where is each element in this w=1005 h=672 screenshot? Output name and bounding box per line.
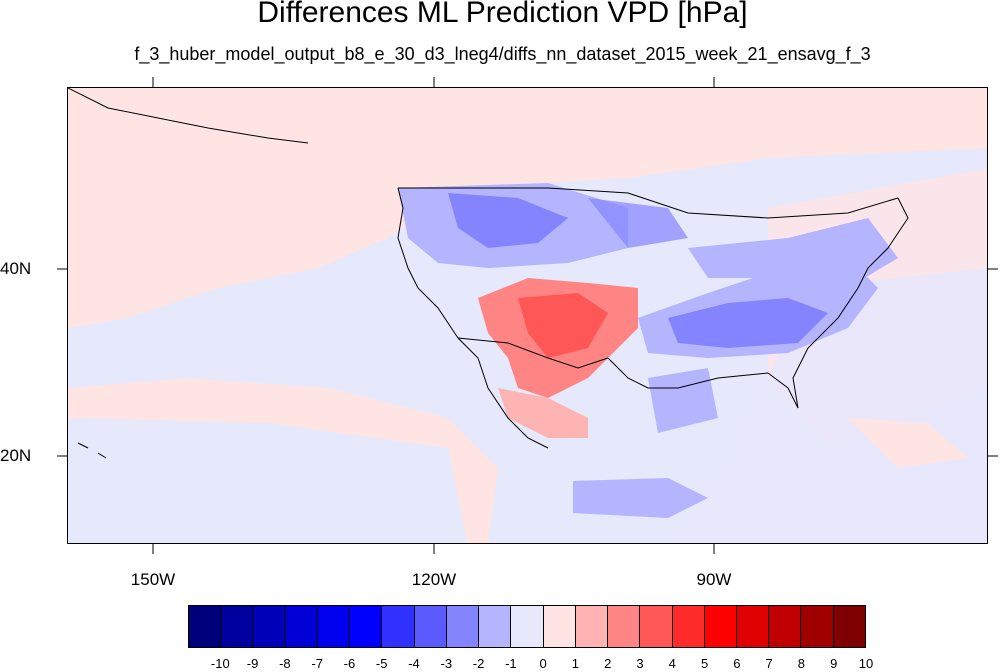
colorbar-swatch [221,606,254,647]
lat-label-40n: 40N [0,259,32,278]
colorbar-label: -3 [440,656,453,671]
gulf-coast [607,357,799,409]
mexico-west-coast [457,337,549,449]
colorbar-label: 2 [604,656,612,671]
colorbar-swatch [769,606,802,647]
colorbar-label: 10 [858,656,874,671]
colorbar-labels: -10 -9 -8 -7 -6 -5 -4 -3 -2 -1 0 1 2 3 4 5 6 7 8 9 10 [188,656,873,672]
colorbar-label: -6 [343,656,356,671]
colorbar-swatch [414,606,447,647]
negative-region-mexico-south [573,478,708,518]
negative-region-southeast-core [668,298,828,348]
colorbar-swatch [736,606,770,647]
lon-label-150w: 150W [130,570,176,589]
lon-label-120w: 120W [411,570,457,589]
colorbar-swatch [511,606,544,647]
negative-region-atlantic [669,268,987,543]
colorbar-label: 0 [539,656,547,671]
negative-region-gulf [648,368,718,433]
colorbar-swatch [479,606,512,647]
colorbar-swatch [640,606,673,647]
positive-region-mexico-north [498,388,588,438]
negative-region-northwest-core [448,193,568,248]
colorbar-label: -10 [210,656,230,671]
colorbar-label: 9 [830,656,838,671]
positive-region-southwest-core [518,293,608,358]
colorbar-label: -2 [472,656,485,671]
lon-label-90w: 90W [696,570,732,589]
colorbar-label: -5 [375,656,388,671]
colorbar-swatch [285,606,318,647]
colorbar-swatch [253,606,286,647]
colorbar-label: -4 [408,656,420,671]
coastlines [68,88,909,459]
colorbar [188,605,866,648]
colorbar-label: 5 [700,656,709,671]
us-west-coast [397,187,459,339]
colorbar-swatch [446,606,480,647]
positive-region-north-pacific [68,88,987,328]
colorbar-label: 4 [668,656,676,671]
map-panel [67,87,988,544]
us-east-coast [792,197,909,409]
colorbar-swatch [575,606,609,647]
colorbar-swatch [543,606,576,647]
colorbar-swatch [672,606,705,647]
colorbar-label: 8 [797,656,806,671]
us-mexico-border [457,337,609,369]
colorbar-label: -7 [311,656,323,671]
colorbar-swatch [382,606,415,647]
hawaii-islands [77,442,107,459]
negative-region-northern-plains [588,198,688,248]
positive-patch-east-atlantic [848,418,968,468]
colorbar-label: -8 [279,656,291,671]
colorbar-label: 6 [733,656,741,671]
us-canada-border [398,187,899,219]
plot-subtitle: f_3_huber_model_output_b8_e_30_d3_lneg4/… [134,44,871,64]
colorbar-swatch [608,606,641,647]
colorbar-swatch [350,606,383,647]
colorbar-label: 1 [571,656,580,671]
colorbar-label: -1 [505,656,517,671]
colorbar-swatch [801,606,834,647]
colorbar-label: 3 [636,656,644,671]
negative-region-tropical-pacific [68,418,468,543]
negative-region-northeast [688,218,898,288]
colorbar-swatch [317,606,351,647]
plot-title: Differences ML Prediction VPD [hPa] [257,0,748,29]
alaska-coast [68,88,309,144]
colorbar-label: -9 [246,656,259,671]
lat-label-20n: 20N [0,446,32,465]
colorbar-swatch [833,606,865,647]
vpd-difference-field [68,88,987,543]
colorbar-swatch [189,606,222,647]
colorbar-swatch [704,606,737,647]
colorbar-label: 7 [765,656,773,671]
